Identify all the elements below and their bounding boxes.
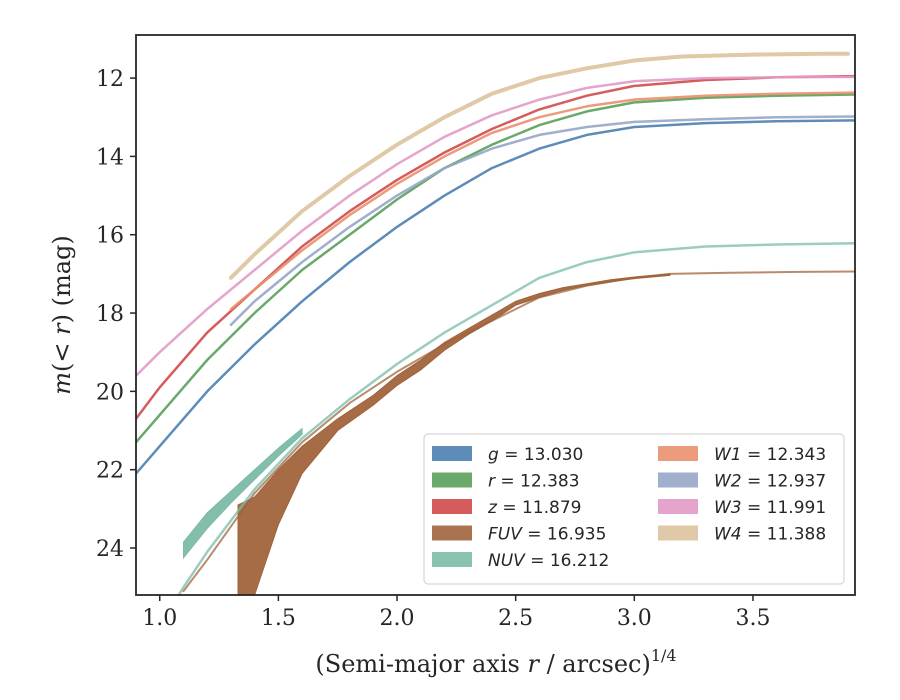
legend-label-g: g = 13.030	[488, 445, 583, 465]
legend-swatch-z	[432, 499, 472, 514]
legend-label-z: z = 11.879	[487, 498, 581, 518]
legend-swatch-nuv	[432, 552, 472, 567]
legend-label-w3: W3 = 11.991	[714, 498, 826, 518]
y-tick-label: 18	[96, 302, 124, 327]
y-tick-label: 24	[96, 537, 124, 562]
legend-label-w4: W4 = 11.388	[714, 525, 826, 545]
legend-swatch-w3	[658, 499, 698, 514]
y-tick-label: 14	[96, 145, 124, 170]
y-axis-ticks: 12 14 16 18 20 22 24	[96, 67, 136, 562]
plot-frame	[135, 34, 856, 596]
legend: g = 13.030 r = 12.383 z = 11.879 FUV = 16.9…	[423, 433, 845, 585]
y-axis-label: m(< r) (mag)	[48, 235, 76, 395]
y-tick-label: 22	[96, 459, 124, 484]
x-tick-label: 3.0	[617, 606, 652, 631]
series-lines	[136, 51, 855, 595]
y-tick-label: 16	[96, 224, 124, 249]
legend-label-nuv: NUV = 16.212	[488, 551, 609, 571]
line-z	[136, 74, 855, 421]
line-nuv	[177, 242, 855, 595]
legend-label-w2: W2 = 12.937	[714, 472, 826, 492]
y-tick-label: 20	[96, 380, 124, 405]
line-g	[136, 119, 855, 475]
legend-label-r: r = 12.383	[488, 472, 580, 492]
legend-box	[423, 433, 845, 585]
legend-label-fuv: FUV = 16.935	[488, 525, 606, 545]
line-w3	[136, 75, 855, 377]
line-w4	[228, 51, 850, 280]
line-w2	[229, 115, 855, 327]
uncertainty-bands	[183, 273, 671, 595]
x-axis-label: (Semi-major axis r / arcsec)1/4	[315, 646, 676, 678]
legend-swatch-w1	[658, 446, 698, 461]
legend-label-w1: W1 = 12.343	[714, 445, 826, 465]
x-tick-label: 1.5	[261, 606, 296, 631]
band-fuv	[237, 273, 671, 595]
legend-swatch-g	[432, 446, 472, 461]
x-axis-ticks: 1.0 1.5 2.0 2.5 3.0 3.5	[142, 595, 770, 631]
x-tick-label: 1.0	[142, 606, 177, 631]
line-w1	[229, 91, 855, 311]
legend-swatch-w2	[658, 472, 698, 488]
x-tick-label: 3.5	[735, 606, 770, 631]
legend-swatch-fuv	[432, 525, 472, 541]
line-fuv	[182, 270, 855, 593]
x-tick-label: 2.5	[498, 606, 533, 631]
y-tick-label: 12	[96, 67, 124, 92]
band-nuv	[183, 427, 303, 560]
legend-swatch-r	[432, 472, 472, 488]
legend-swatch-w4	[658, 525, 698, 541]
x-tick-label: 2.0	[380, 606, 415, 631]
